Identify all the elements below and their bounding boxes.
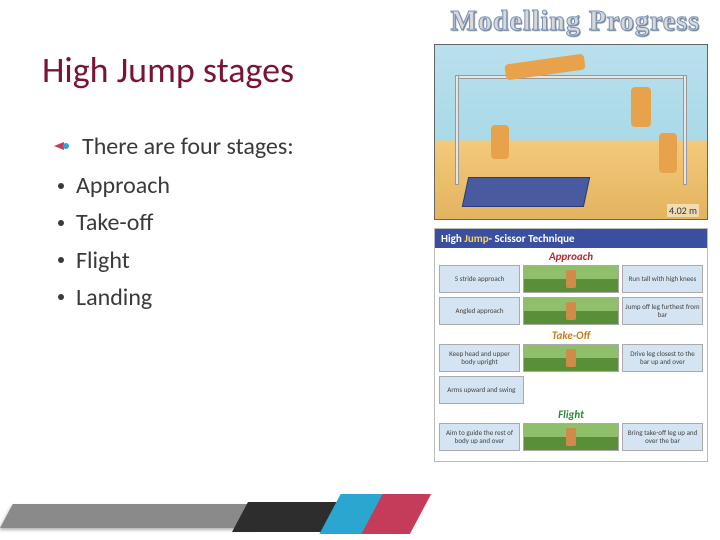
athlete-icon bbox=[491, 125, 509, 159]
high-jump-illustration: 4.02 m bbox=[434, 44, 708, 220]
crossbar-icon bbox=[455, 75, 687, 79]
bullet-list: Approach Take-off Flight Landing bbox=[54, 167, 294, 316]
list-item-text: Approach bbox=[76, 167, 170, 204]
dot-bullet-icon bbox=[58, 257, 64, 263]
dot-bullet-icon bbox=[58, 294, 64, 300]
section-row: Angled approach Jump off leg furthest fr… bbox=[435, 295, 707, 327]
landing-mat-icon bbox=[462, 177, 590, 207]
tile: Arms upward and swing bbox=[439, 376, 524, 404]
dot-bullet-icon bbox=[58, 220, 64, 226]
comet-bullet-icon bbox=[54, 140, 72, 154]
tile: 5 stride approach bbox=[439, 265, 520, 293]
scissor-technique-chart: High Jump- Scissor Technique Approach 5 … bbox=[434, 228, 708, 462]
chart-title-highlight: Jump bbox=[464, 232, 488, 245]
tile: Jump off leg furthest from bar bbox=[622, 297, 703, 325]
tile-photo-icon bbox=[523, 297, 619, 325]
section-row: Arms upward and swing bbox=[435, 374, 707, 406]
slide: Modelling Progress High Jump stages Ther… bbox=[0, 0, 720, 540]
tile: Keep head and upper body upright bbox=[439, 344, 520, 372]
tile: Drive leg closest to the bar up and over bbox=[622, 344, 703, 372]
section-label-takeoff: Take-Off bbox=[435, 327, 707, 342]
footer-decoration bbox=[0, 490, 720, 540]
section-label-approach: Approach bbox=[435, 248, 707, 263]
list-item: Landing bbox=[54, 279, 294, 316]
bar-post-icon bbox=[455, 75, 459, 185]
list-item-text: Take-off bbox=[76, 204, 153, 241]
list-item-text: Flight bbox=[76, 242, 130, 279]
lead-text: There are four stages: bbox=[82, 128, 294, 165]
section-row: 5 stride approach Run tall with high kne… bbox=[435, 263, 707, 295]
footer-stripe-icon bbox=[0, 504, 273, 528]
bar-post-icon bbox=[683, 75, 687, 185]
content-block: There are four stages: Approach Take-off… bbox=[54, 128, 294, 316]
slide-title: High Jump stages bbox=[42, 48, 294, 92]
tile: Bring take-off leg up and over the bar bbox=[622, 423, 703, 451]
athlete-icon bbox=[659, 133, 677, 173]
tile: Angled approach bbox=[439, 297, 520, 325]
tile-photo-icon bbox=[523, 265, 619, 293]
lead-line: There are four stages: bbox=[54, 128, 294, 165]
chart-title-prefix: High bbox=[441, 232, 464, 245]
list-item: Approach bbox=[54, 167, 294, 204]
section-row: Aim to guide the rest of body up and ove… bbox=[435, 421, 707, 453]
tile-photo-icon bbox=[523, 423, 619, 451]
list-item: Flight bbox=[54, 242, 294, 279]
list-item-text: Landing bbox=[76, 279, 152, 316]
footer-stripe-icon bbox=[407, 490, 720, 540]
chart-title: High Jump- Scissor Technique bbox=[435, 229, 707, 248]
header-label: Modelling Progress bbox=[450, 6, 700, 38]
section-row: Keep head and upper body upright Drive l… bbox=[435, 342, 707, 374]
list-item: Take-off bbox=[54, 204, 294, 241]
athlete-icon bbox=[631, 87, 651, 127]
section-label-flight: Flight bbox=[435, 406, 707, 421]
tile-photo-icon bbox=[523, 344, 619, 372]
tile: Run tall with high knees bbox=[622, 265, 703, 293]
dot-bullet-icon bbox=[58, 183, 64, 189]
chart-title-suffix: - Scissor Technique bbox=[489, 232, 575, 245]
dimension-label: 4.02 m bbox=[667, 204, 699, 217]
tile: Aim to guide the rest of body up and ove… bbox=[439, 423, 520, 451]
